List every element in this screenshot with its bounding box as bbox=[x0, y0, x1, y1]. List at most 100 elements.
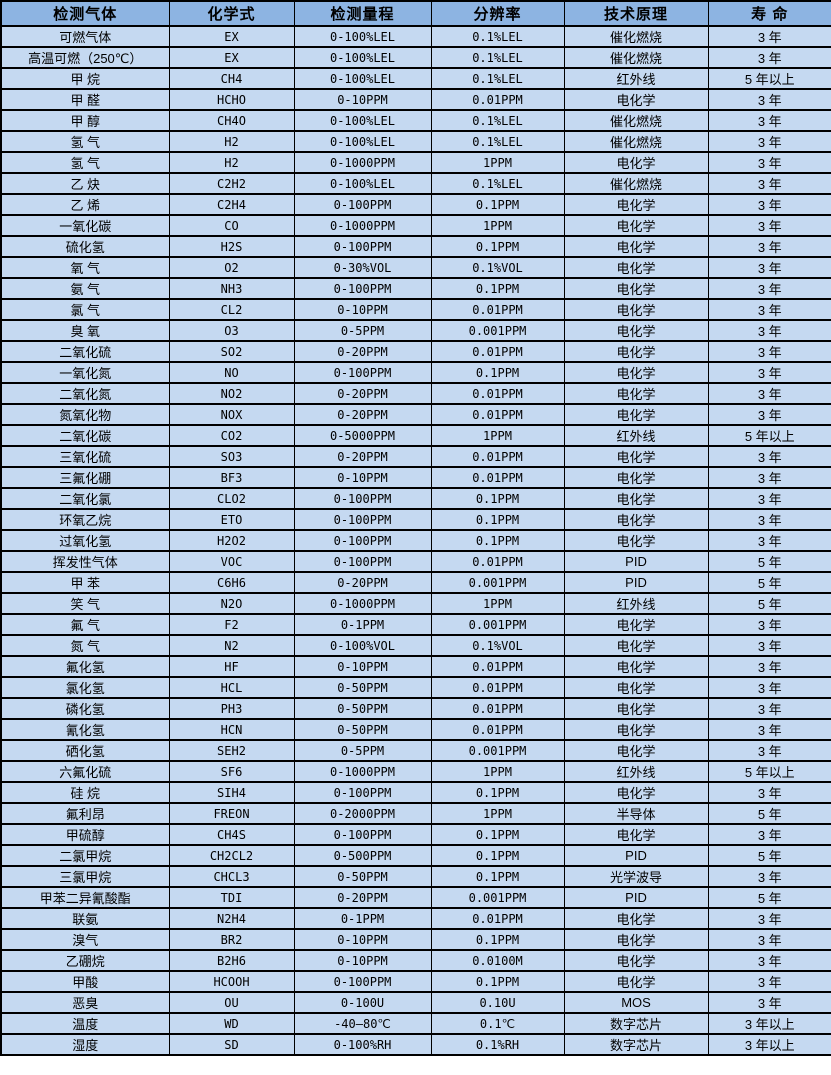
cell-formula: PH3 bbox=[168, 697, 295, 720]
table-row: 甲硫醇 CH4S 0-100PPM 0.1PPM 电化学 3 年 bbox=[0, 823, 831, 846]
cell-resolution: 0.01PPM bbox=[430, 655, 565, 678]
table-row: 二氯甲烷 CH2CL2 0-500PPM 0.1PPM PID 5 年 bbox=[0, 844, 831, 867]
table-row: 甲苯二异氰酸酯 TDI 0-20PPM 0.001PPM PID 5 年 bbox=[0, 886, 831, 909]
table-row: 一氧化碳 CO 0-1000PPM 1PPM 电化学 3 年 bbox=[0, 214, 831, 237]
cell-lifespan: 5 年以上 bbox=[707, 424, 831, 447]
cell-lifespan: 3 年 bbox=[707, 907, 831, 930]
table-row: 氰化氢 HCN 0-50PPM 0.01PPM 电化学 3 年 bbox=[0, 718, 831, 741]
cell-principle: PID bbox=[563, 550, 709, 573]
cell-principle: 电化学 bbox=[563, 613, 709, 636]
cell-formula: SO3 bbox=[168, 445, 295, 468]
cell-gas: 湿度 bbox=[0, 1033, 170, 1056]
table-row: 挥发性气体 VOC 0-100PPM 0.01PPM PID 5 年 bbox=[0, 550, 831, 573]
cell-principle: 电化学 bbox=[563, 529, 709, 552]
cell-formula: ETO bbox=[168, 508, 295, 531]
cell-principle: 电化学 bbox=[563, 361, 709, 384]
cell-resolution: 0.01PPM bbox=[430, 403, 565, 426]
cell-lifespan: 3 年 bbox=[707, 382, 831, 405]
cell-lifespan: 5 年 bbox=[707, 571, 831, 594]
column-header-gas: 检测气体 bbox=[0, 0, 170, 27]
cell-range: 0-50PPM bbox=[293, 865, 432, 888]
cell-formula: N2 bbox=[168, 634, 295, 657]
cell-formula: F2 bbox=[168, 613, 295, 636]
cell-principle: 电化学 bbox=[563, 88, 709, 111]
table-row: 一氧化氮 NO 0-100PPM 0.1PPM 电化学 3 年 bbox=[0, 361, 831, 384]
cell-gas: 二氯甲烷 bbox=[0, 844, 170, 867]
cell-lifespan: 3 年 bbox=[707, 970, 831, 993]
cell-formula: CH2CL2 bbox=[168, 844, 295, 867]
cell-resolution: 0.10U bbox=[430, 991, 565, 1014]
cell-range: 0-100PPM bbox=[293, 970, 432, 993]
cell-gas: 一氧化氮 bbox=[0, 361, 170, 384]
cell-formula: CO2 bbox=[168, 424, 295, 447]
column-header-lifespan: 寿 命 bbox=[707, 0, 831, 27]
cell-range: 0-100PPM bbox=[293, 550, 432, 573]
cell-gas: 二氧化硫 bbox=[0, 340, 170, 363]
cell-formula: B2H6 bbox=[168, 949, 295, 972]
cell-principle: 电化学 bbox=[563, 655, 709, 678]
cell-gas: 甲 烷 bbox=[0, 67, 170, 90]
cell-lifespan: 3 年 bbox=[707, 298, 831, 321]
cell-formula: CL2 bbox=[168, 298, 295, 321]
cell-resolution: 0.001PPM bbox=[430, 571, 565, 594]
cell-gas: 硅 烷 bbox=[0, 781, 170, 804]
cell-principle: 电化学 bbox=[563, 634, 709, 657]
table-row: 温度 WD -40—80℃ 0.1℃ 数字芯片 3 年以上 bbox=[0, 1012, 831, 1035]
cell-principle: 数字芯片 bbox=[563, 1033, 709, 1056]
cell-resolution: 0.1PPM bbox=[430, 928, 565, 951]
cell-resolution: 0.01PPM bbox=[430, 382, 565, 405]
cell-formula: BR2 bbox=[168, 928, 295, 951]
cell-lifespan: 3 年 bbox=[707, 277, 831, 300]
cell-resolution: 0.1PPM bbox=[430, 529, 565, 552]
cell-principle: 电化学 bbox=[563, 340, 709, 363]
cell-range: 0-100%LEL bbox=[293, 109, 432, 132]
cell-principle: 电化学 bbox=[563, 487, 709, 510]
cell-range: 0-100%LEL bbox=[293, 25, 432, 48]
cell-resolution: 0.1PPM bbox=[430, 844, 565, 867]
table-row: 三氧化硫 SO3 0-20PPM 0.01PPM 电化学 3 年 bbox=[0, 445, 831, 468]
cell-range: 0-20PPM bbox=[293, 382, 432, 405]
cell-gas: 乙 炔 bbox=[0, 172, 170, 195]
cell-formula: H2 bbox=[168, 151, 295, 174]
cell-lifespan: 3 年 bbox=[707, 487, 831, 510]
cell-gas: 氯 气 bbox=[0, 298, 170, 321]
cell-formula: NO bbox=[168, 361, 295, 384]
cell-lifespan: 3 年 bbox=[707, 151, 831, 174]
cell-resolution: 0.01PPM bbox=[430, 550, 565, 573]
cell-range: 0-100%LEL bbox=[293, 46, 432, 69]
cell-principle: PID bbox=[563, 844, 709, 867]
cell-range: 0-20PPM bbox=[293, 886, 432, 909]
cell-range: 0-30%VOL bbox=[293, 256, 432, 279]
cell-principle: MOS bbox=[563, 991, 709, 1014]
cell-formula: CHCL3 bbox=[168, 865, 295, 888]
cell-range: 0-100%LEL bbox=[293, 172, 432, 195]
cell-gas: 三氯甲烷 bbox=[0, 865, 170, 888]
cell-gas: 硫化氢 bbox=[0, 235, 170, 258]
cell-resolution: 0.1PPM bbox=[430, 361, 565, 384]
column-header-resolution: 分辨率 bbox=[430, 0, 565, 27]
cell-lifespan: 3 年以上 bbox=[707, 1012, 831, 1035]
cell-lifespan: 5 年 bbox=[707, 802, 831, 825]
table-row: 氧 气 O2 0-30%VOL 0.1%VOL 电化学 3 年 bbox=[0, 256, 831, 279]
cell-resolution: 0.01PPM bbox=[430, 466, 565, 489]
cell-range: 0-100PPM bbox=[293, 361, 432, 384]
cell-formula: HCOOH bbox=[168, 970, 295, 993]
cell-principle: 电化学 bbox=[563, 949, 709, 972]
cell-range: 0-100PPM bbox=[293, 277, 432, 300]
cell-resolution: 0.1%VOL bbox=[430, 256, 565, 279]
cell-lifespan: 3 年 bbox=[707, 46, 831, 69]
cell-range: 0-100PPM bbox=[293, 529, 432, 552]
cell-lifespan: 3 年 bbox=[707, 109, 831, 132]
cell-resolution: 0.1PPM bbox=[430, 508, 565, 531]
cell-formula: H2 bbox=[168, 130, 295, 153]
table-row: 二氧化氮 NO2 0-20PPM 0.01PPM 电化学 3 年 bbox=[0, 382, 831, 405]
cell-gas: 氨 气 bbox=[0, 277, 170, 300]
cell-range: 0-50PPM bbox=[293, 718, 432, 741]
cell-principle: 红外线 bbox=[563, 592, 709, 615]
cell-gas: 磷化氢 bbox=[0, 697, 170, 720]
column-header-range: 检测量程 bbox=[293, 0, 432, 27]
cell-principle: 电化学 bbox=[563, 928, 709, 951]
cell-gas: 甲硫醇 bbox=[0, 823, 170, 846]
cell-resolution: 0.1%VOL bbox=[430, 634, 565, 657]
cell-lifespan: 5 年 bbox=[707, 886, 831, 909]
